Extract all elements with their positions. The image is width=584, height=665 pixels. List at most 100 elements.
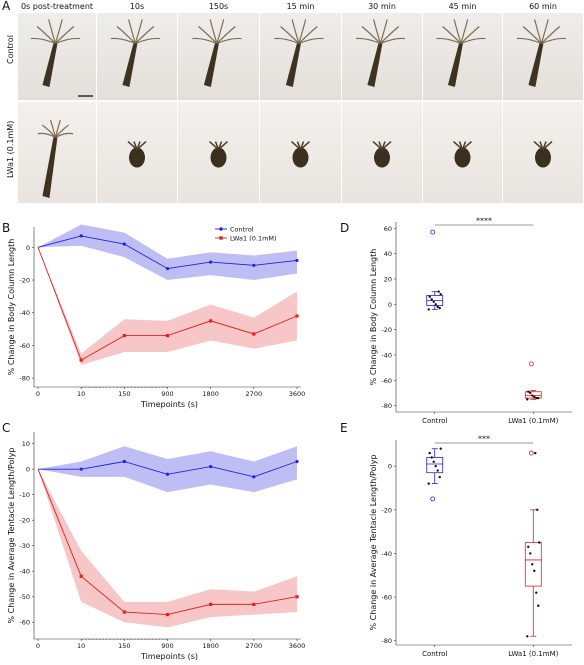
x-tick-label: Control	[422, 417, 447, 425]
data-point	[209, 260, 213, 264]
hydra-polyp-illustration	[209, 140, 228, 168]
outlier-point	[430, 229, 436, 235]
legend-label: LWa1 (0.1mM)	[230, 234, 277, 242]
y-tick-label: 0	[26, 466, 30, 474]
outlier-point	[528, 450, 534, 456]
x-tick-label: 0	[36, 642, 40, 650]
y-tick-label: 40	[384, 250, 392, 258]
y-tick-label: 60	[384, 225, 392, 233]
data-point	[529, 391, 532, 395]
microscopy-image	[18, 13, 96, 100]
data-point	[252, 332, 256, 336]
timepoint-label: 30 min	[368, 2, 396, 11]
panel-a-letter: A	[2, 0, 11, 13]
data-point	[535, 591, 538, 594]
microscopy-image	[260, 102, 341, 203]
microscopy-image	[503, 13, 583, 100]
data-point	[209, 319, 213, 323]
data-point	[79, 358, 83, 362]
data-point	[527, 390, 530, 393]
data-point	[122, 610, 126, 614]
x-tick-label: 3600	[289, 390, 306, 398]
x-tick-label: 900	[161, 390, 173, 398]
x-tick-label: 150	[118, 390, 130, 398]
significance-label: ****	[476, 217, 492, 226]
x-tick-label: 1800	[202, 390, 219, 398]
data-point	[438, 306, 441, 310]
chart-d-body-column-box: D -80 -60 -40 -20 0 20 40 60 Control LWa1 (0.1mM)%…	[340, 217, 572, 425]
data-point	[430, 298, 433, 301]
data-point	[533, 569, 536, 573]
data-point	[295, 459, 299, 464]
data-point	[122, 459, 126, 464]
microscopy-image	[503, 102, 583, 203]
data-point	[537, 396, 540, 400]
data-point	[538, 541, 541, 544]
data-point	[428, 451, 431, 455]
y-tick-label: -20	[19, 517, 30, 525]
data-point	[79, 467, 83, 471]
x-tick-label: LWa1 (0.1mM)	[508, 417, 558, 425]
x-tick-label: 900	[161, 642, 173, 650]
data-point	[437, 290, 440, 293]
hydra-polyp-illustration	[192, 19, 242, 87]
data-point	[436, 469, 439, 472]
timepoint-label: 45 min	[448, 2, 477, 11]
data-point	[432, 300, 435, 303]
data-point	[439, 447, 442, 450]
y-tick-label: -20	[381, 326, 392, 334]
microscopy-image	[178, 102, 259, 203]
y-tick-label: -80	[19, 375, 30, 383]
hydra-polyp-illustration	[355, 19, 405, 87]
chart-e-tentacle-box: E -80 -60 -40 -20 0 Control LWa1 (0.1mM) % Chang…	[340, 421, 572, 658]
data-point	[438, 475, 441, 479]
data-point	[436, 305, 439, 309]
data-point	[165, 472, 170, 476]
data-point	[79, 234, 83, 238]
data-point	[534, 451, 537, 455]
data-point	[209, 465, 213, 469]
chart-c-tentacle-line: C -60 -50 -40 -30 -20 -10 0 10 0 10 150 900 1800 2700 3…	[2, 421, 305, 661]
box	[524, 542, 542, 587]
data-point	[427, 482, 430, 485]
x-tick-label: 2700	[246, 390, 263, 398]
panel-letter: C	[2, 421, 10, 435]
data-point	[427, 308, 430, 311]
data-point	[165, 334, 170, 338]
y-tick-label: 10	[22, 440, 30, 448]
chart-b-body-column-line: B -80 -60 -40 -20 0 0 10 150 900 1800 2700 3600 Timep…	[2, 221, 305, 409]
data-point	[527, 545, 530, 549]
data-point	[252, 475, 256, 479]
outlier-point	[528, 361, 534, 367]
microscopy-image	[97, 13, 177, 100]
y-tick-label: 0	[388, 463, 392, 471]
hydra-polyp-illustration	[372, 140, 392, 168]
x-tick-label: 10	[77, 642, 85, 650]
data-point	[428, 295, 431, 298]
significance-label: ***	[478, 435, 490, 444]
data-point	[432, 460, 435, 464]
x-axis-label: Timepoints (s)	[140, 652, 198, 661]
y-tick-label: -10	[19, 491, 30, 499]
data-point	[434, 464, 437, 468]
y-axis-label: % Change in Average Tentacle Length/Poly…	[369, 455, 378, 631]
x-tick-label: 3600	[289, 642, 306, 650]
y-axis-label: % Change in Body Column Length	[7, 239, 16, 376]
data-point	[122, 242, 126, 246]
x-axis-label: Timepoints (s)	[140, 400, 198, 409]
data-point	[209, 602, 213, 606]
hydra-polyp-illustration	[37, 119, 74, 198]
data-point	[79, 574, 83, 578]
confidence-band	[38, 224, 297, 281]
y-tick-label: -40	[381, 550, 392, 558]
data-point	[439, 293, 442, 296]
data-point	[535, 396, 538, 400]
y-tick-label: 0	[26, 244, 30, 252]
data-point	[434, 303, 437, 306]
data-point	[252, 602, 256, 606]
microscopy-image	[18, 102, 96, 203]
data-point	[295, 595, 299, 599]
y-tick-label: -40	[19, 309, 30, 317]
data-point	[252, 263, 256, 267]
y-tick-label: -80	[381, 637, 392, 645]
